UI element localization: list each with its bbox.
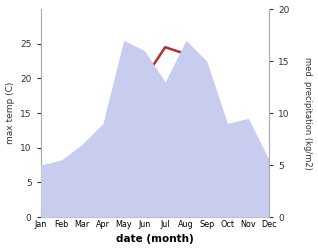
Y-axis label: max temp (C): max temp (C) [5, 82, 15, 144]
Y-axis label: med. precipitation (kg/m2): med. precipitation (kg/m2) [303, 57, 313, 170]
X-axis label: date (month): date (month) [116, 234, 194, 244]
